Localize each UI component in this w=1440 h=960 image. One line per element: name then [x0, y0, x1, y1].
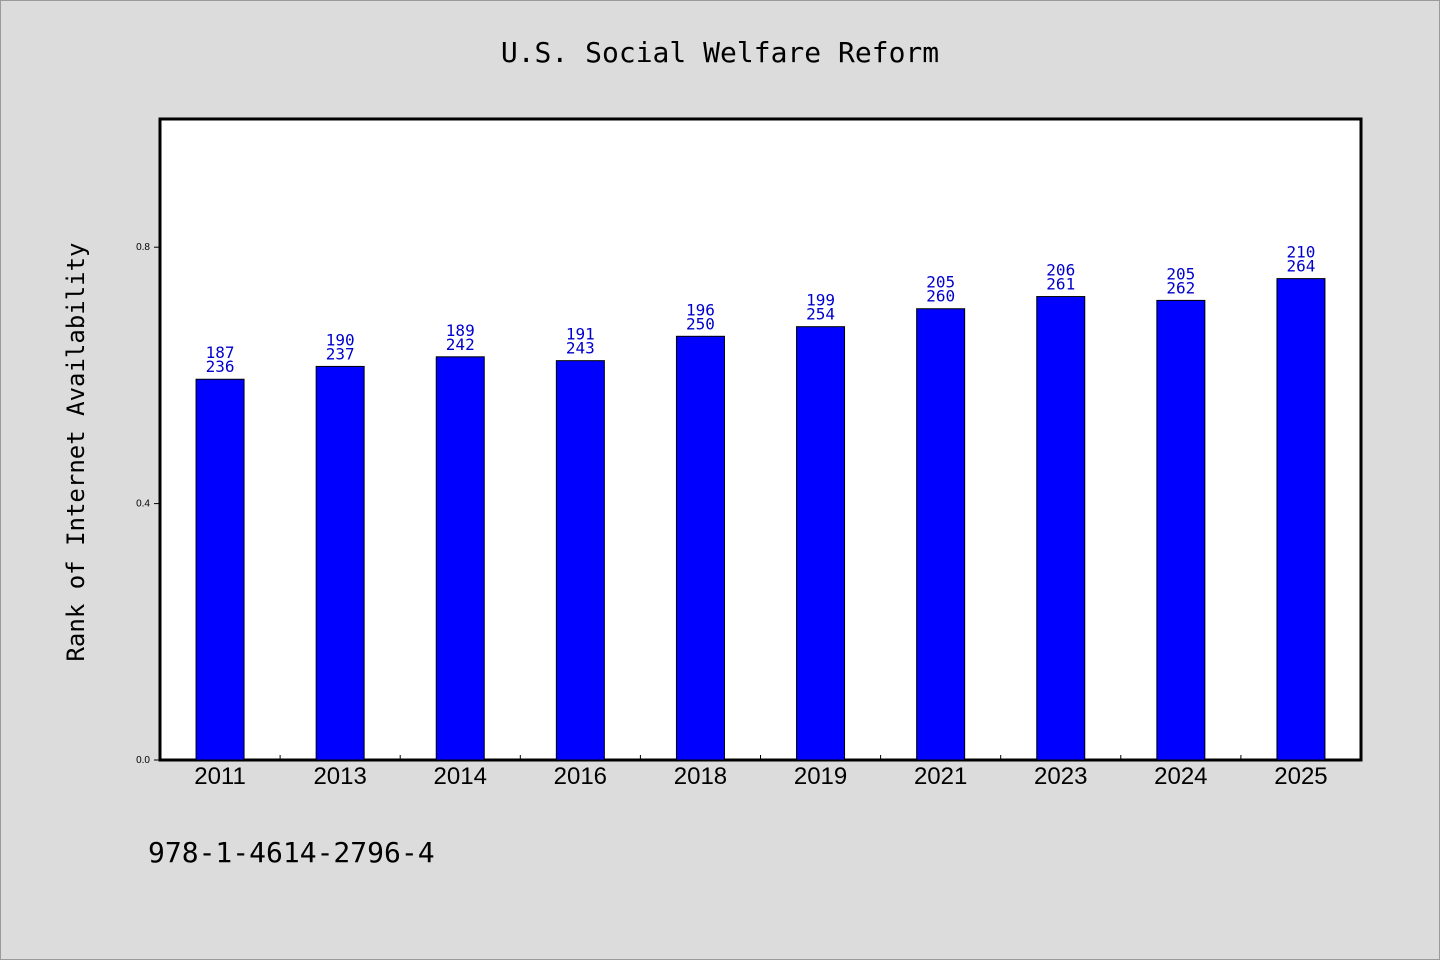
bar-label-top: 205 — [926, 273, 955, 292]
x-tick-label: 2019 — [794, 763, 847, 790]
y-axis-label: Rank of Internet Availability — [62, 242, 90, 661]
bar-2021 — [916, 308, 966, 761]
bar-2011 — [195, 378, 245, 761]
x-tick-label: 2016 — [554, 763, 607, 790]
bar-label-bottom: 250 — [686, 314, 715, 333]
bar-label-top: 187 — [206, 343, 235, 362]
bar-2018 — [675, 335, 725, 761]
bar-label-bottom: 237 — [326, 344, 355, 363]
bar-label-bottom: 261 — [1046, 275, 1075, 294]
bar-2023 — [1036, 296, 1086, 761]
y-tick-label: 0.0 — [136, 755, 150, 766]
footnote-isbn: 978-1-4614-2796-4 — [148, 836, 435, 869]
bar-label-top: 191 — [566, 325, 595, 344]
bar-label-top: 189 — [446, 321, 475, 340]
bar-label-bottom: 260 — [926, 287, 955, 306]
x-tick-label: 2025 — [1274, 763, 1327, 790]
x-tick-label: 2011 — [194, 763, 246, 790]
bar-2024 — [1156, 299, 1206, 761]
bar-label-bottom: 242 — [446, 335, 475, 354]
y-tick-label: 0.4 — [136, 499, 150, 510]
bar-2016 — [555, 360, 605, 761]
x-tick-label: 2023 — [1034, 763, 1087, 790]
bar-2014 — [435, 356, 485, 761]
bar-2025 — [1276, 278, 1326, 761]
x-tick-label: 2014 — [434, 763, 487, 790]
bar-label-top: 205 — [1166, 264, 1195, 283]
bar-label-bottom: 254 — [806, 305, 835, 324]
bar-label-top: 190 — [326, 330, 355, 349]
bar-label-top: 199 — [806, 291, 835, 310]
x-tick-label: 2018 — [674, 763, 727, 790]
bar-label-bottom: 236 — [206, 357, 235, 376]
bar-label-bottom: 264 — [1286, 257, 1315, 276]
y-tick-label: 0.8 — [136, 242, 150, 253]
x-tick-label: 2013 — [313, 763, 366, 790]
bar-label-top: 196 — [686, 300, 715, 319]
chart-title: U.S. Social Welfare Reform — [501, 36, 939, 69]
bar-label-bottom: 243 — [566, 339, 595, 358]
bar-label-top: 206 — [1046, 261, 1075, 280]
bar-2013 — [315, 365, 365, 761]
bar-label-bottom: 262 — [1166, 278, 1195, 297]
x-tick-label: 2024 — [1154, 763, 1207, 790]
bar-label-top: 210 — [1286, 243, 1315, 262]
bar-2019 — [796, 326, 846, 761]
x-tick-label: 2021 — [914, 763, 967, 790]
